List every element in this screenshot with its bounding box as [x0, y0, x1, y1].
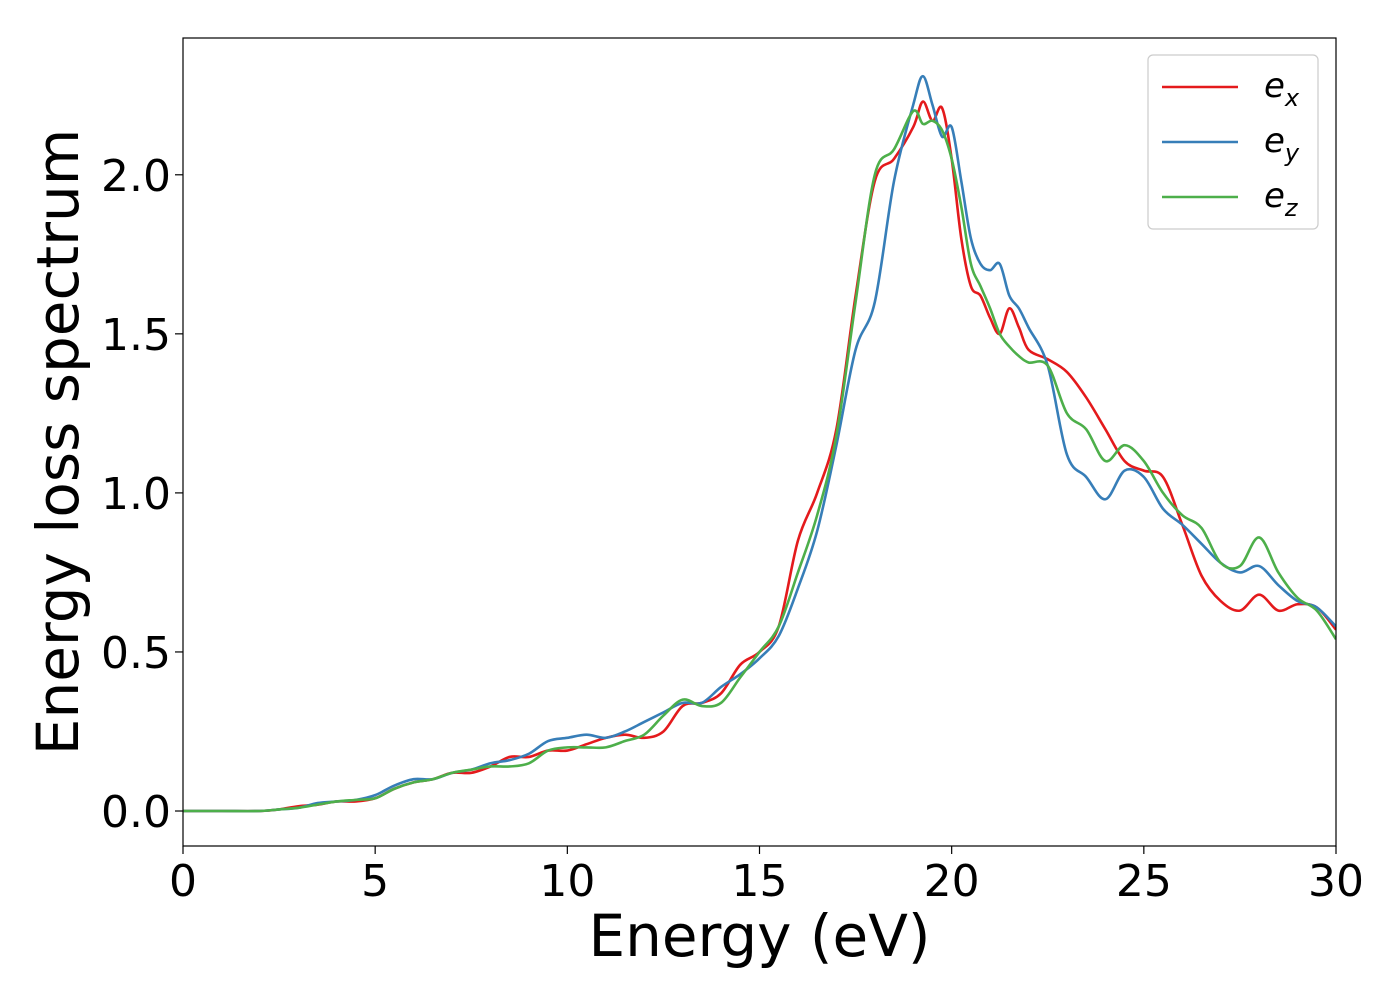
- y-tick-label: 2.0: [101, 151, 171, 202]
- chart-curves: [183, 74, 1336, 813]
- series-line-z: [183, 109, 1336, 813]
- x-tick-label: 5: [361, 856, 389, 907]
- x-tick-label: 15: [732, 856, 788, 907]
- y-axis-ticks: 0.0 0.5 1.0 1.5 2.0: [101, 151, 183, 838]
- x-tick-label: 0: [169, 856, 197, 907]
- legend: ex ey ez: [1147, 54, 1319, 230]
- x-tick-label: 10: [539, 856, 595, 907]
- x-axis-title: Energy (eV): [588, 902, 930, 970]
- x-tick-label: 20: [924, 856, 980, 907]
- y-tick-label: 1.0: [101, 469, 171, 520]
- legend-label-x: ex: [1264, 66, 1300, 112]
- y-axis-title: Energy loss spectrum: [24, 129, 92, 755]
- y-tick-label: 0.0: [101, 787, 171, 838]
- legend-label-y: ey: [1264, 121, 1300, 167]
- x-tick-label: 25: [1116, 856, 1172, 907]
- x-tick-label: 30: [1308, 856, 1364, 907]
- y-tick-label: 0.5: [101, 628, 171, 679]
- legend-label-z: ez: [1264, 176, 1299, 222]
- x-axis-ticks: 0 5 10 15 20 25 30: [169, 846, 1364, 907]
- y-tick-label: 1.5: [101, 310, 171, 361]
